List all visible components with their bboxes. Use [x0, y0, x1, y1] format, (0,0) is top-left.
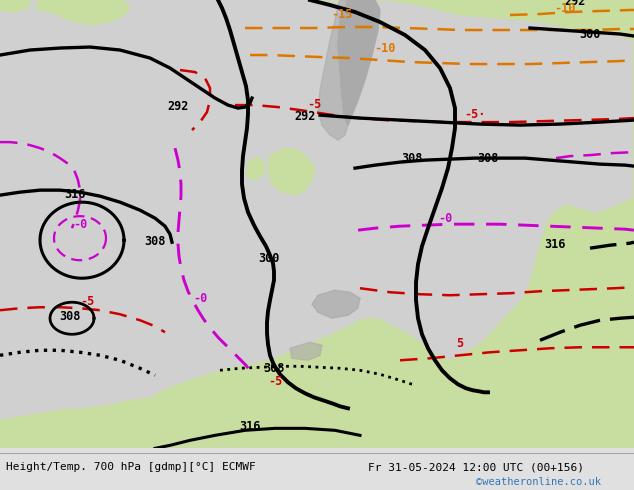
Text: 308: 308: [263, 362, 285, 375]
Text: -5·: -5·: [464, 108, 486, 121]
Text: 316: 316: [545, 238, 566, 251]
Polygon shape: [0, 0, 634, 448]
Text: 308: 308: [477, 152, 499, 165]
Text: 300: 300: [258, 252, 280, 265]
Polygon shape: [290, 343, 322, 360]
Text: -15: -15: [332, 8, 353, 21]
Text: 316: 316: [64, 188, 86, 201]
Text: 316: 316: [239, 420, 261, 433]
Polygon shape: [338, 0, 380, 125]
Text: -10: -10: [554, 2, 576, 15]
Text: -0: -0: [73, 218, 87, 231]
Text: -0: -0: [193, 292, 207, 305]
Text: 292: 292: [564, 0, 586, 8]
Text: 308: 308: [60, 310, 81, 323]
Polygon shape: [35, 0, 130, 25]
Text: 308: 308: [145, 235, 165, 248]
Polygon shape: [312, 290, 360, 318]
Text: -0: -0: [438, 212, 452, 225]
Text: -5: -5: [80, 295, 94, 308]
Text: ©weatheronline.co.uk: ©weatheronline.co.uk: [476, 477, 600, 487]
Polygon shape: [246, 157, 265, 180]
Polygon shape: [318, 0, 348, 140]
Text: 292: 292: [167, 100, 189, 113]
Text: Fr 31-05-2024 12:00 UTC (00+156): Fr 31-05-2024 12:00 UTC (00+156): [368, 462, 584, 472]
Text: 5: 5: [456, 337, 463, 350]
Text: -5: -5: [268, 375, 282, 388]
Text: Height/Temp. 700 hPa [gdmp][°C] ECMWF: Height/Temp. 700 hPa [gdmp][°C] ECMWF: [6, 462, 256, 472]
Text: 292: 292: [294, 110, 316, 123]
Text: 308: 308: [401, 152, 423, 165]
Text: -10: -10: [374, 42, 396, 55]
Polygon shape: [268, 148, 315, 195]
Text: 300: 300: [579, 28, 600, 41]
Polygon shape: [0, 0, 30, 12]
Text: -5: -5: [307, 98, 321, 111]
